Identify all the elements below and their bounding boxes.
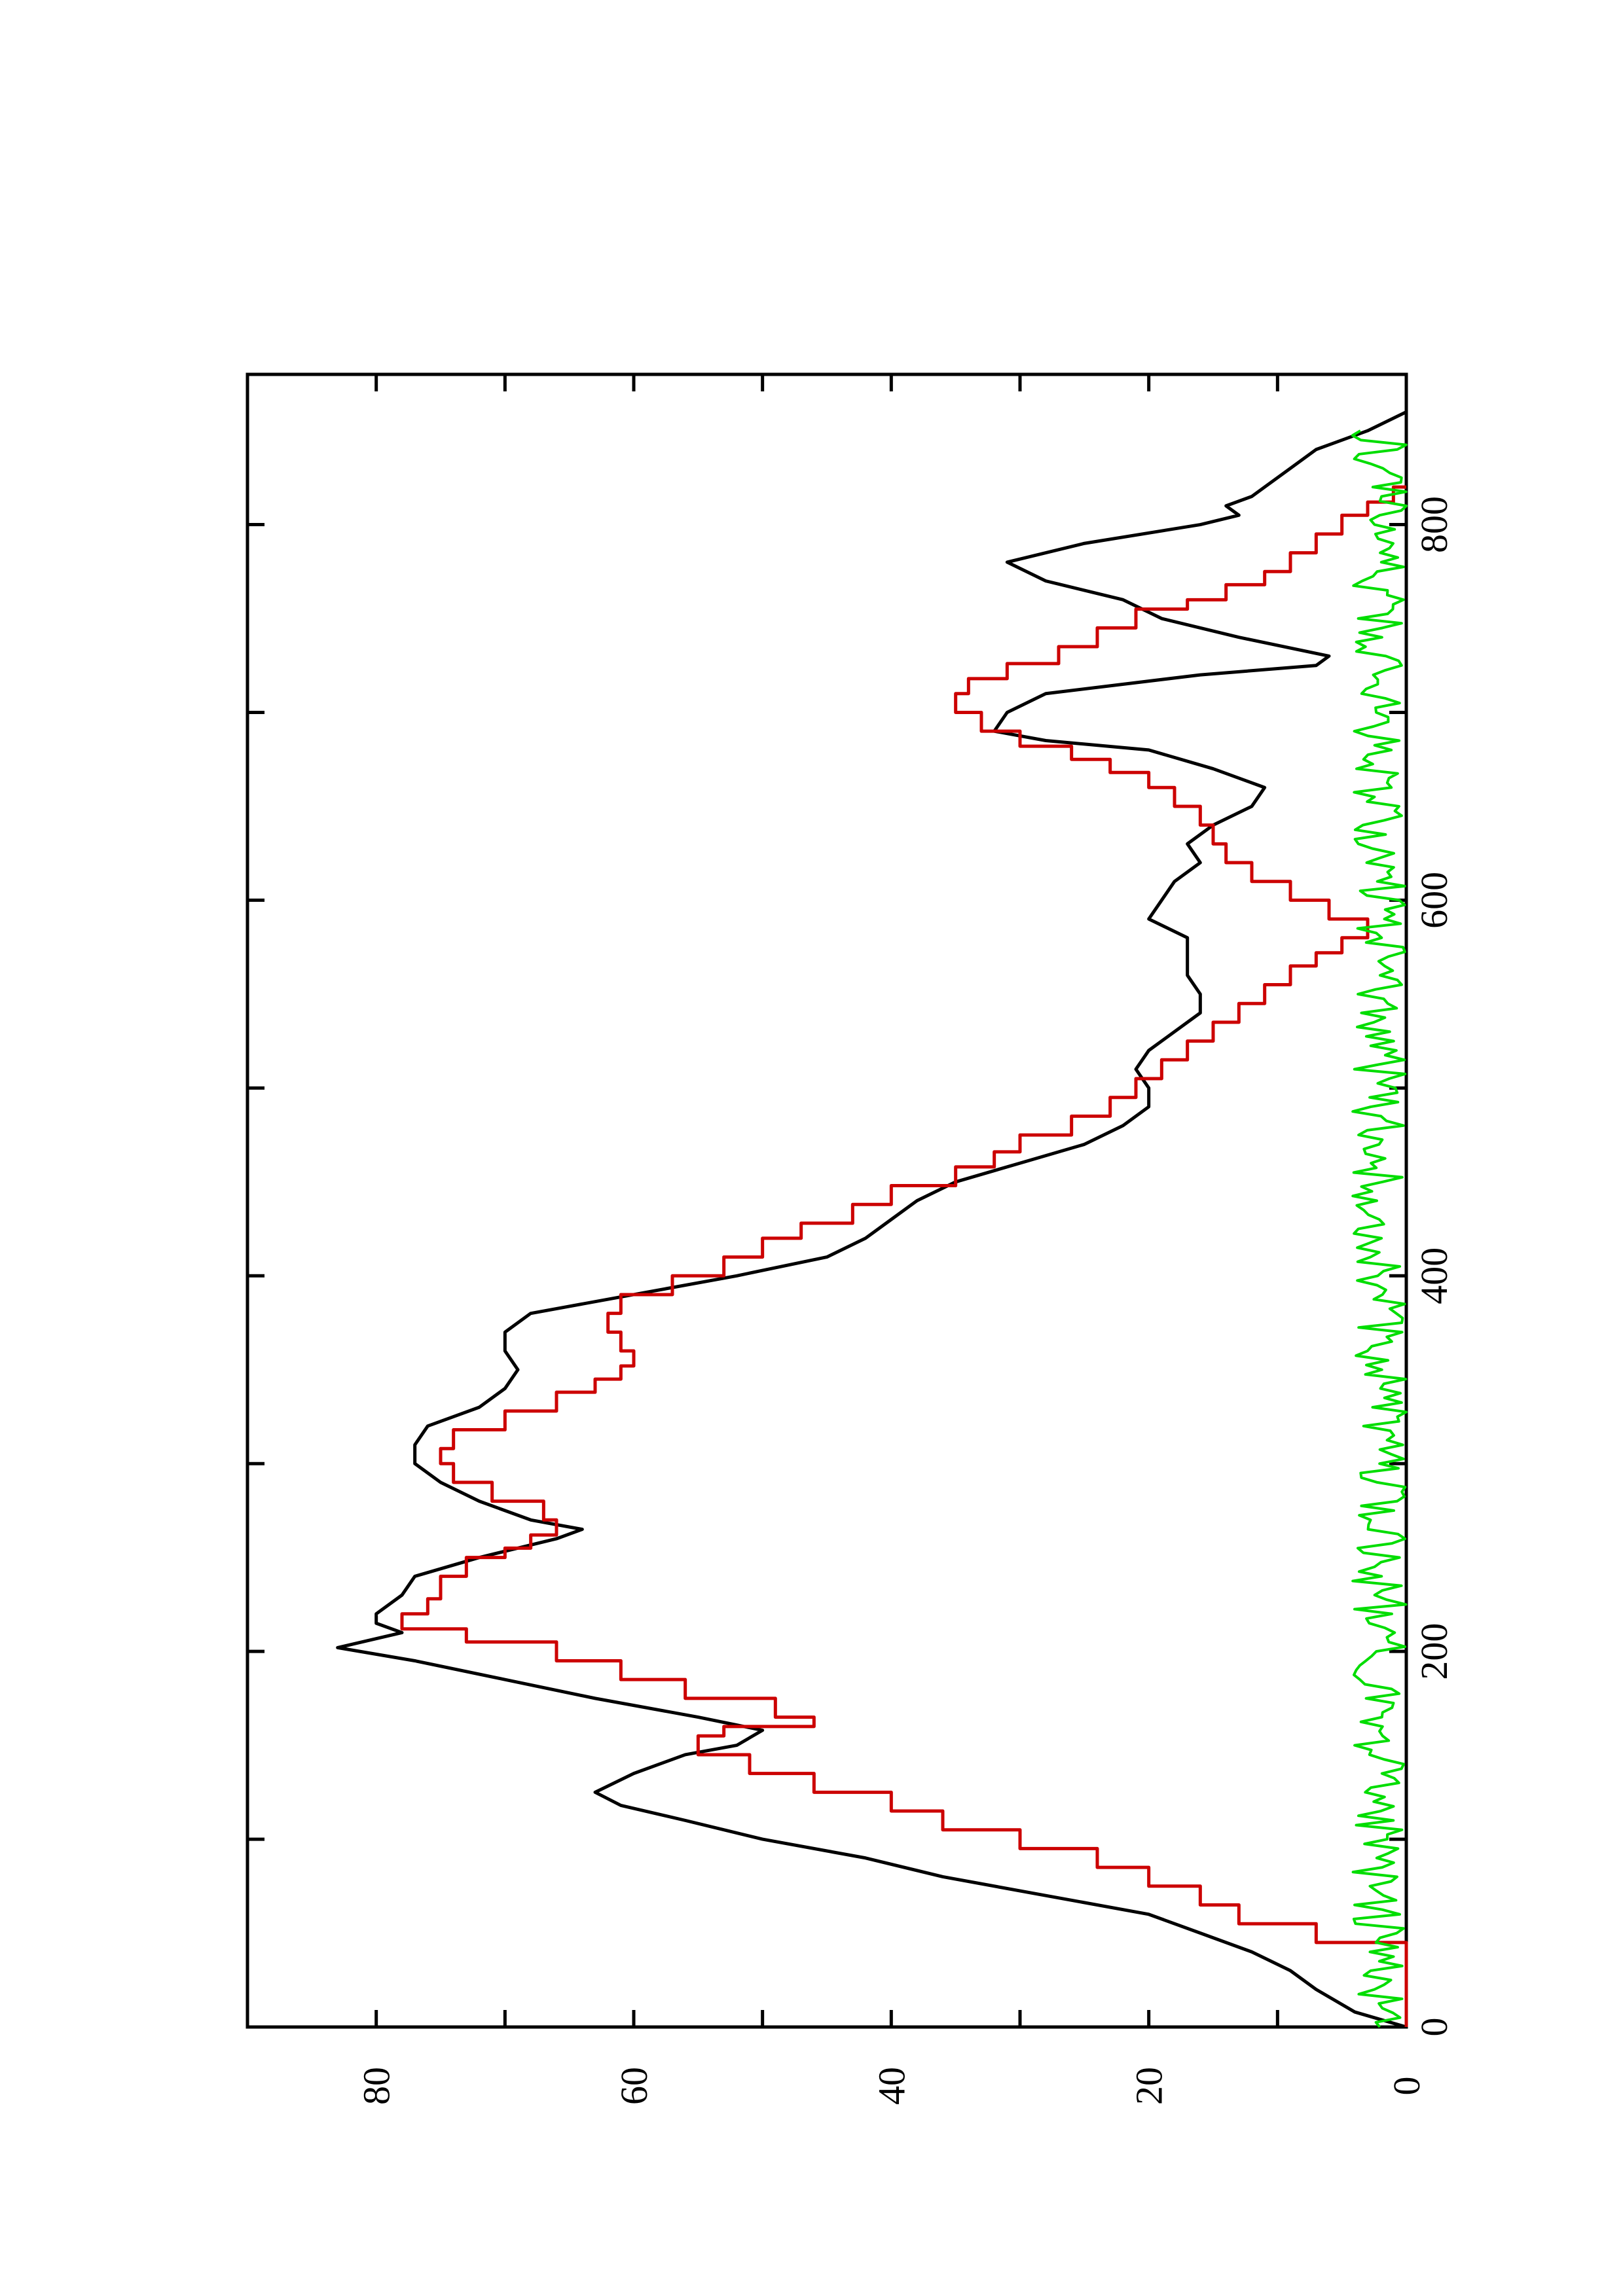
y-tick-label: 0 bbox=[1385, 2077, 1428, 2096]
series-line-0 bbox=[336, 410, 1408, 2029]
plot-frame bbox=[246, 372, 1408, 2029]
x-tick-label: 800 bbox=[1413, 496, 1455, 553]
x-tick-label: 400 bbox=[1413, 1247, 1455, 1304]
x-tick-label: 0 bbox=[1413, 2018, 1455, 2037]
y-tick-label: 60 bbox=[613, 2067, 655, 2105]
x-tick-label: 200 bbox=[1413, 1623, 1455, 1680]
y-tick-label: 20 bbox=[1128, 2067, 1171, 2105]
y-tick-label: 40 bbox=[870, 2067, 913, 2105]
x-tick-label: 600 bbox=[1413, 872, 1455, 929]
y-tick-label: 80 bbox=[356, 2067, 398, 2105]
series-line-1 bbox=[400, 485, 1408, 2027]
series-line-2 bbox=[1351, 429, 1408, 2028]
